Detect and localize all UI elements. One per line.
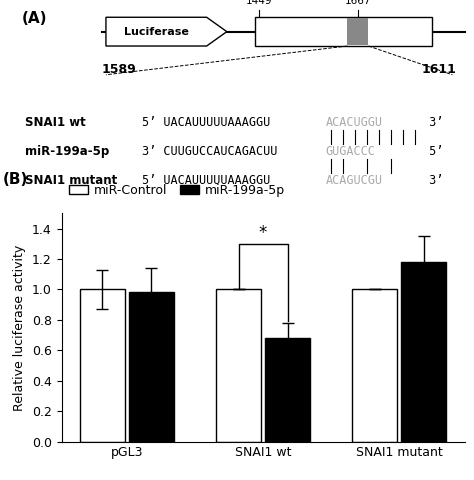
- Bar: [347, 18, 368, 45]
- Text: SNAI1 wt: SNAI1 wt: [26, 116, 86, 129]
- Text: 3’: 3’: [422, 116, 444, 129]
- Text: 1667: 1667: [345, 0, 371, 6]
- Text: 3’: 3’: [422, 174, 444, 187]
- Bar: [352, 289, 397, 442]
- Legend: miR-Control, miR-199a-5p: miR-Control, miR-199a-5p: [64, 179, 290, 202]
- Text: miR-199a-5p: miR-199a-5p: [26, 145, 109, 158]
- Text: 5’ UACAUUUUUAAAGGU: 5’ UACAUUUUUAAAGGU: [142, 116, 271, 129]
- Bar: [129, 292, 174, 442]
- Text: 5’ UACAUUUUUAAAGGU: 5’ UACAUUUUUAAAGGU: [142, 174, 271, 187]
- Bar: [216, 289, 261, 442]
- Text: 1449: 1449: [246, 0, 272, 6]
- Text: SNAI1 mutant: SNAI1 mutant: [26, 174, 118, 187]
- Text: (A): (A): [21, 11, 47, 25]
- Text: (B): (B): [3, 172, 28, 187]
- Polygon shape: [106, 17, 227, 46]
- Y-axis label: Relative luciferase activity: Relative luciferase activity: [13, 244, 27, 410]
- Text: 3’ CUUGUCCAUCAGACUU: 3’ CUUGUCCAUCAGACUU: [142, 145, 278, 158]
- Bar: [80, 289, 125, 442]
- Text: 5’: 5’: [422, 145, 444, 158]
- Text: 1589: 1589: [102, 63, 137, 76]
- Bar: [255, 17, 432, 46]
- Bar: [401, 262, 446, 442]
- Text: *: *: [259, 224, 267, 242]
- Text: GUGACCC: GUGACCC: [326, 145, 375, 158]
- Text: 1611: 1611: [421, 63, 456, 76]
- Text: Luciferase: Luciferase: [124, 27, 189, 36]
- Text: ACACUGGU: ACACUGGU: [326, 116, 383, 129]
- Text: ACAGUCGU: ACAGUCGU: [326, 174, 383, 187]
- Bar: [265, 338, 310, 442]
